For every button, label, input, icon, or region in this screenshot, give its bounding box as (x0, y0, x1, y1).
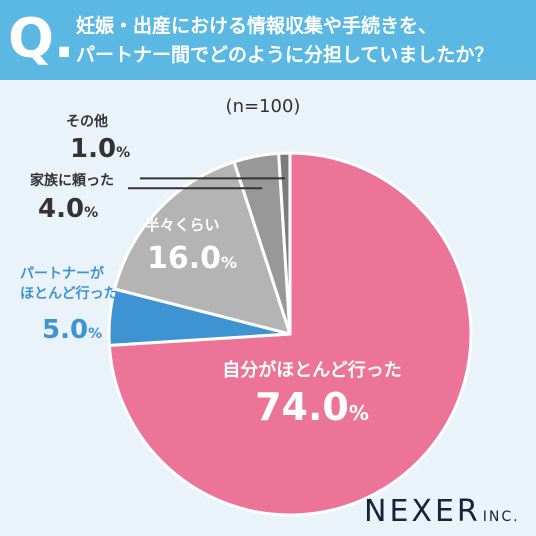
pie-slice-3 (113, 160, 292, 336)
slice-value-other: 1.0% (70, 134, 130, 164)
slice-value-half: 16.0% (147, 241, 237, 276)
pie-chart: (n=100) 自分がほとんど行った 74.0% 半々くらい 16.0% パートナーがほと… (20, 96, 473, 517)
slice-value-self: 74.0% (255, 385, 369, 429)
nexer-logo: NEXER INC. (364, 494, 520, 529)
sample-size-label: (n=100) (226, 96, 301, 117)
question-line-1: 妊娠・出産における情報収集や手続きを、 (76, 15, 438, 37)
slice-label-family: 家族に頼った (30, 172, 114, 189)
brand-suffix: INC. (482, 509, 520, 525)
slice-label-self: 自分がほとんど行った (222, 359, 401, 381)
slice-label-partner-line2: ほとんど行った (20, 285, 118, 302)
slice-label-other: その他 (66, 113, 108, 130)
question-text: 妊娠・出産における情報収集や手続きを、 パートナー間でどのように分担していました… (76, 12, 528, 70)
question-header: Q. 妊娠・出産における情報収集や手続きを、 パートナー間でどのように分担してい… (0, 0, 536, 80)
slice-label-half: 半々くらい (144, 216, 219, 234)
chart-area: (n=100) 自分がほとんど行った 74.0% 半々くらい 16.0% パートナーが ほと… (0, 80, 536, 536)
question-line-2: パートナー間でどのように分担していましたか？ (76, 44, 494, 66)
q-mark: Q. (8, 7, 75, 70)
slice-label-partner-line1: パートナーが (20, 265, 105, 282)
pie-slice-5 (277, 151, 292, 336)
slice-value-partner: 5.0% (42, 315, 102, 345)
brand-name: NEXER (364, 494, 481, 529)
slice-value-family: 4.0% (38, 194, 98, 224)
